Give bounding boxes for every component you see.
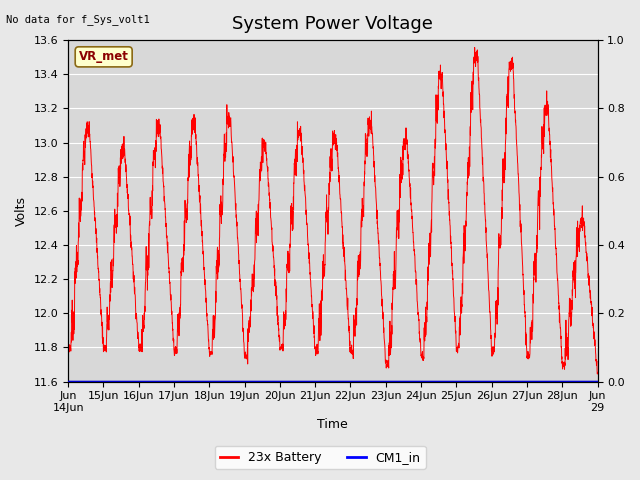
Title: System Power Voltage: System Power Voltage [232, 15, 433, 33]
Legend: 23x Battery, CM1_in: 23x Battery, CM1_in [214, 446, 426, 469]
Y-axis label: Volts: Volts [15, 196, 28, 226]
X-axis label: Time: Time [317, 419, 348, 432]
Text: VR_met: VR_met [79, 50, 129, 63]
Text: No data for f_Sys_volt1: No data for f_Sys_volt1 [6, 14, 150, 25]
